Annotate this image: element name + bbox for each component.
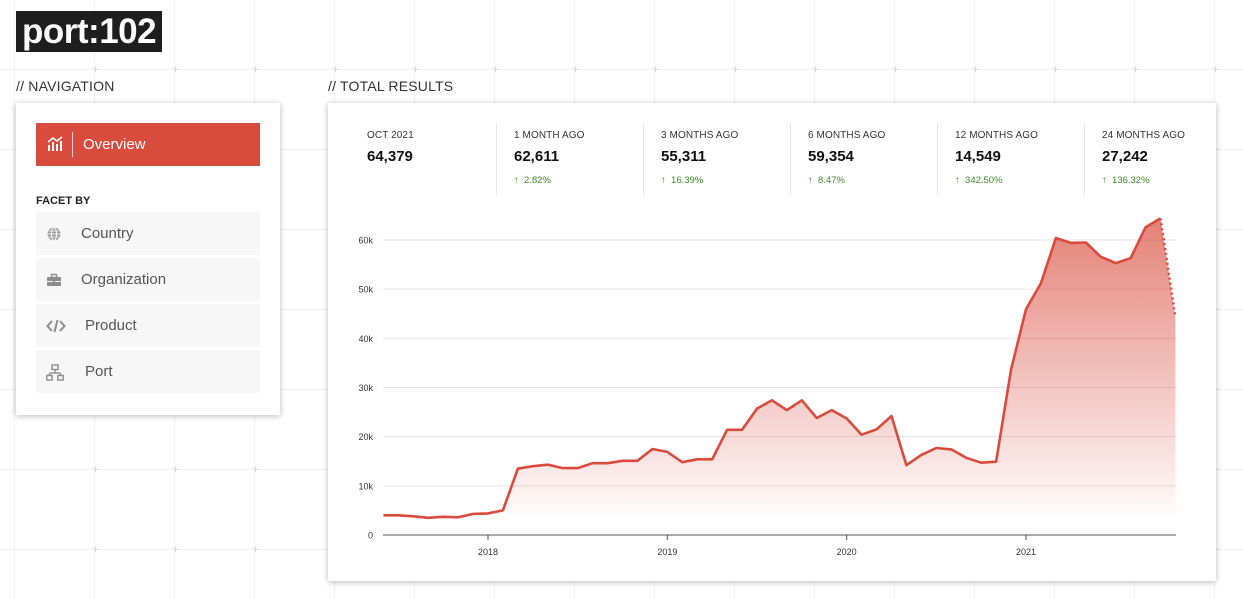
stat-card: 1 MONTH AGO 62,611 ↑ 2.82% [496, 123, 643, 195]
series-line-partial [1159, 218, 1177, 318]
stat-separator [937, 123, 938, 195]
stat-change: ↑ 16.39% [661, 175, 703, 186]
grid-plus-mark: + [812, 62, 820, 76]
grid-plus-mark: + [1132, 62, 1140, 76]
stat-change-value: 2.82% [524, 175, 551, 186]
y-tick-label: 10k [358, 481, 373, 491]
stat-card: 24 MONTHS AGO 27,242 ↑ 136.32% [1084, 123, 1231, 195]
stat-change-value: 342.50% [965, 175, 1003, 186]
facet-item-port[interactable]: Port [36, 350, 260, 393]
stat-change: ↑ 136.32% [1102, 175, 1150, 186]
facet-label-port: Port [85, 363, 113, 380]
network-icon [46, 364, 64, 387]
arrow-up-icon: ↑ [808, 175, 813, 186]
navigation-heading: // NAVIGATION [16, 78, 115, 94]
y-tick-label: 20k [358, 432, 373, 442]
logo[interactable]: port:102 [16, 11, 163, 52]
stat-value: 59,354 [808, 148, 854, 165]
grid-plus-mark: + [92, 542, 100, 556]
x-tick-label: 2020 [837, 547, 857, 557]
y-tick-label: 0 [368, 531, 373, 541]
overview-button[interactable]: Overview [36, 123, 260, 166]
grid-plus-mark: + [252, 462, 260, 476]
stat-label: 24 MONTHS AGO [1102, 130, 1185, 141]
stat-change-value: 136.32% [1112, 175, 1150, 186]
stat-card: 6 MONTHS AGO 59,354 ↑ 8.47% [790, 123, 937, 195]
stat-separator [790, 123, 791, 195]
grid-plus-mark: + [972, 62, 980, 76]
facet-item-organization[interactable]: Organization [36, 258, 260, 301]
grid-plus-mark: + [172, 462, 180, 476]
y-tick-label: 60k [358, 236, 373, 246]
stat-label: 12 MONTHS AGO [955, 130, 1038, 141]
stat-value: 27,242 [1102, 148, 1148, 165]
stat-change-value: 16.39% [671, 175, 704, 186]
y-tick-label: 40k [358, 334, 373, 344]
grid-plus-mark: + [892, 62, 900, 76]
code-icon [46, 318, 66, 339]
arrow-up-icon: ↑ [1102, 175, 1107, 186]
facet-label-product: Product [85, 317, 137, 334]
series-area [383, 218, 1176, 516]
stat-change: ↑ 8.47% [808, 175, 845, 186]
facet-by-heading: FACET BY [36, 195, 91, 207]
stat-value: 14,549 [955, 148, 1001, 165]
grid-plus-mark: + [332, 62, 340, 76]
grid-plus-mark: + [572, 62, 580, 76]
grid-plus-mark: + [172, 542, 180, 556]
grid-plus-mark: + [252, 62, 260, 76]
results-chart: 0 10k 20k 30k 40k 50k 60k 2018 2019 2020 2021 [358, 217, 1177, 557]
grid-plus-mark: + [492, 62, 500, 76]
stat-value: 62,611 [514, 148, 560, 165]
arrow-up-icon: ↑ [661, 175, 666, 186]
briefcase-icon [46, 272, 62, 293]
stat-change: ↑ 342.50% [955, 175, 1003, 186]
facet-label-country: Country [81, 225, 134, 242]
facet-label-organization: Organization [81, 271, 167, 288]
total-results-heading: // TOTAL RESULTS [328, 78, 454, 94]
x-tick-label: 2018 [478, 547, 498, 557]
grid-plus-mark: + [412, 62, 420, 76]
chart-icon [47, 136, 63, 157]
y-tick-label: 50k [358, 285, 373, 295]
stat-card: OCT 2021 64,379 [349, 123, 496, 195]
globe-icon [46, 226, 62, 247]
stat-card: 12 MONTHS AGO 14,549 ↑ 342.50% [937, 123, 1084, 195]
series-line [383, 217, 1162, 520]
facet-item-country[interactable]: Country [36, 212, 260, 255]
grid-plus-mark: + [652, 62, 660, 76]
stat-label: 6 MONTHS AGO [808, 130, 886, 141]
arrow-up-icon: ↑ [955, 175, 960, 186]
stat-label: 3 MONTHS AGO [661, 130, 739, 141]
stat-card: 3 MONTHS AGO 55,311 ↑ 16.39% [643, 123, 790, 195]
stat-separator [1084, 123, 1085, 195]
overview-label: Overview [83, 136, 146, 153]
stat-label: 1 MONTH AGO [514, 130, 585, 141]
grid-plus-mark: + [1052, 62, 1060, 76]
x-tick-label: 2021 [1016, 547, 1036, 557]
grid-plus-mark: + [92, 462, 100, 476]
total-results-panel: OCT 2021 64,379 1 MONTH AGO 62,611 ↑ 2.82% 3 … [328, 103, 1216, 581]
stat-separator [496, 123, 497, 195]
y-tick-label: 30k [358, 383, 373, 393]
grid-plus-mark: + [92, 62, 100, 76]
arrow-up-icon: ↑ [514, 175, 519, 186]
facet-item-product[interactable]: Product [36, 304, 260, 347]
grid-plus-mark: + [732, 62, 740, 76]
stat-label: OCT 2021 [367, 130, 414, 141]
grid-plus-mark: + [1212, 62, 1220, 76]
grid-plus-mark: + [252, 542, 260, 556]
stat-value: 64,379 [367, 148, 413, 165]
overview-separator [72, 132, 73, 157]
stat-separator [643, 123, 644, 195]
x-tick-label: 2019 [657, 547, 677, 557]
grid-plus-mark: + [172, 62, 180, 76]
stat-value: 55,311 [661, 148, 707, 165]
navigation-panel: Overview FACET BY Country Organization [16, 103, 280, 415]
stat-change: ↑ 2.82% [514, 175, 551, 186]
stat-change-value: 8.47% [818, 175, 845, 186]
